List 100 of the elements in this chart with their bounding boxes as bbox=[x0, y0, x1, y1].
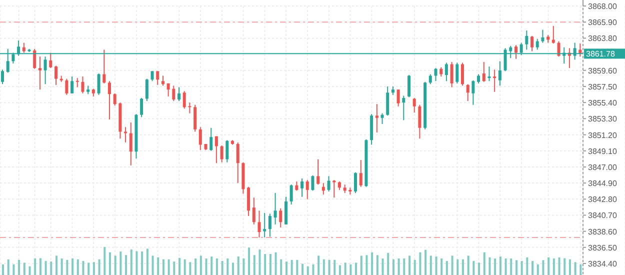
bar bbox=[237, 256, 240, 275]
bar bbox=[552, 258, 555, 275]
bar bbox=[173, 262, 176, 275]
bar bbox=[210, 256, 213, 275]
bar bbox=[28, 266, 31, 275]
bar bbox=[12, 264, 15, 275]
bar bbox=[242, 258, 245, 275]
bar bbox=[23, 262, 26, 275]
bar bbox=[280, 259, 282, 275]
bar bbox=[88, 262, 90, 275]
bar bbox=[184, 259, 186, 275]
bar bbox=[60, 258, 63, 275]
bar bbox=[360, 256, 362, 275]
bar bbox=[44, 261, 47, 275]
bar bbox=[532, 261, 534, 275]
bar bbox=[387, 252, 390, 275]
y-tick-label: 3855.40 bbox=[588, 98, 618, 108]
candlestick bbox=[188, 102, 192, 114]
bar bbox=[478, 262, 480, 275]
bar bbox=[157, 257, 160, 275]
y-tick-label: 3849.10 bbox=[588, 146, 618, 156]
bar bbox=[125, 255, 128, 275]
bar bbox=[152, 256, 154, 275]
bar bbox=[92, 262, 95, 275]
bar bbox=[446, 261, 448, 275]
bar bbox=[2, 264, 4, 275]
y-tick-label: 3865.90 bbox=[588, 18, 618, 28]
bar bbox=[274, 252, 277, 275]
bar bbox=[264, 254, 266, 275]
bar bbox=[467, 256, 470, 275]
bar bbox=[574, 262, 576, 275]
bar bbox=[322, 259, 325, 275]
y-tick-label: 3863.80 bbox=[588, 34, 618, 44]
bar bbox=[408, 256, 410, 275]
bar bbox=[350, 264, 352, 275]
y-tick-label: 3840.70 bbox=[588, 211, 618, 220]
bar bbox=[296, 260, 298, 275]
bar bbox=[344, 262, 346, 275]
bar bbox=[456, 259, 459, 275]
y-tick-label: 3851.20 bbox=[588, 130, 618, 140]
bar bbox=[483, 252, 486, 275]
bar bbox=[318, 256, 320, 275]
ref-line-label: 3861.78 bbox=[586, 50, 616, 59]
bar bbox=[371, 252, 374, 275]
bar bbox=[376, 255, 378, 275]
bar bbox=[168, 259, 170, 275]
bar bbox=[440, 258, 443, 275]
bar bbox=[216, 258, 218, 275]
bar bbox=[355, 262, 358, 275]
bar bbox=[141, 251, 144, 275]
bar bbox=[248, 248, 250, 275]
bar bbox=[568, 259, 571, 275]
bar bbox=[178, 258, 181, 275]
y-tick-label: 3853.30 bbox=[588, 114, 618, 124]
bar bbox=[451, 256, 454, 275]
bar bbox=[285, 262, 288, 275]
bar bbox=[50, 262, 52, 275]
y-tick-label: 3836.50 bbox=[588, 243, 618, 252]
bar bbox=[515, 260, 518, 275]
bar bbox=[66, 260, 68, 275]
bar bbox=[542, 260, 544, 275]
bar bbox=[488, 257, 491, 275]
bar bbox=[424, 250, 427, 275]
candlestick bbox=[124, 127, 128, 142]
bar bbox=[18, 260, 20, 275]
candlestick bbox=[263, 212, 266, 238]
bar bbox=[382, 258, 384, 275]
bar bbox=[403, 258, 406, 275]
bar bbox=[253, 255, 256, 275]
bar bbox=[205, 258, 208, 275]
bar bbox=[430, 256, 432, 275]
bar bbox=[328, 260, 330, 275]
bar bbox=[472, 261, 475, 275]
y-tick-label: 3857.50 bbox=[588, 82, 618, 92]
bar bbox=[194, 258, 197, 275]
bar bbox=[232, 262, 234, 275]
bar bbox=[334, 260, 336, 275]
bar bbox=[162, 259, 164, 275]
bar bbox=[98, 259, 100, 275]
bar bbox=[510, 258, 512, 275]
bar bbox=[221, 261, 224, 275]
y-tick-label: 3834.40 bbox=[588, 260, 618, 269]
bar bbox=[526, 257, 528, 275]
bar bbox=[34, 258, 36, 275]
bar bbox=[269, 254, 272, 275]
candlestick bbox=[38, 56, 42, 90]
bar bbox=[536, 264, 539, 275]
bar bbox=[312, 264, 314, 275]
bar bbox=[462, 259, 464, 275]
bar bbox=[306, 266, 309, 275]
bar bbox=[398, 258, 400, 275]
bar bbox=[419, 252, 422, 275]
bar bbox=[338, 265, 341, 275]
candlestick bbox=[493, 70, 496, 92]
bar bbox=[548, 257, 550, 275]
bar bbox=[366, 255, 368, 275]
bar bbox=[104, 247, 106, 275]
bar bbox=[76, 259, 79, 275]
bar bbox=[258, 250, 261, 275]
bar bbox=[200, 256, 202, 275]
